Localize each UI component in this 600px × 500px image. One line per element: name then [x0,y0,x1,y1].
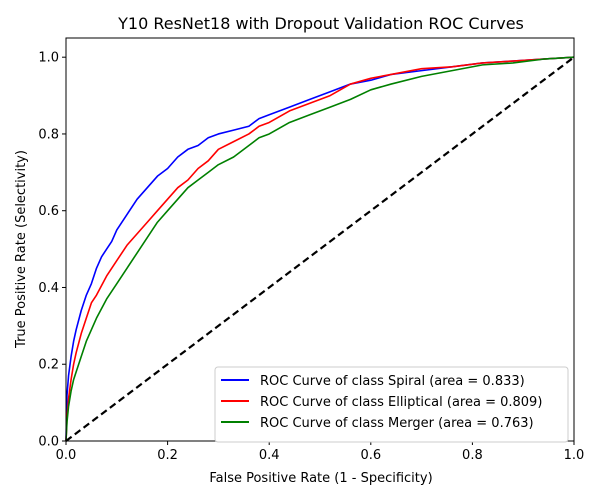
x-tick-label: 0.4 [259,448,280,463]
y-tick-label: 1.0 [38,51,59,66]
y-tick-label: 0.6 [38,204,59,219]
plot-area [65,56,575,442]
x-tick-label: 0.0 [56,448,77,463]
legend-box [214,366,569,443]
x-tick-label: 0.6 [360,448,381,463]
series-line-1 [65,56,575,442]
chart-title: Y10 ResNet18 with Dropout Validation ROC… [117,14,524,33]
legend-entry: ROC Curve of class Elliptical (area = 0.… [260,395,542,410]
series-line-0 [65,56,575,442]
chance-diagonal-line [65,56,575,442]
axis-ticks: 0.0 0.2 0.4 0.6 0.8 1.0 0.0 0.2 0.4 0.6 0.8 1.0 [38,51,584,463]
series-line-2 [65,56,575,442]
y-tick-label: 0.8 [38,127,59,142]
x-axis-label: False Positive Rate (1 - Specificity) [209,471,432,486]
y-tick-label: 0.4 [38,281,59,296]
legend-entry: ROC Curve of class Spiral (area = 0.833) [260,374,525,389]
y-tick-label: 0.2 [38,358,59,373]
x-tick-label: 1.0 [564,448,585,463]
x-tick-label: 0.2 [157,448,178,463]
y-tick-label: 0.0 [38,435,59,450]
legend-entry: ROC Curve of class Merger (area = 0.763) [260,416,534,431]
x-tick-label: 0.8 [462,448,483,463]
y-axis-label: True Positive Rate (Selectivity) [14,150,29,349]
legend: ROC Curve of class Spiral (area = 0.833)… [214,366,569,443]
